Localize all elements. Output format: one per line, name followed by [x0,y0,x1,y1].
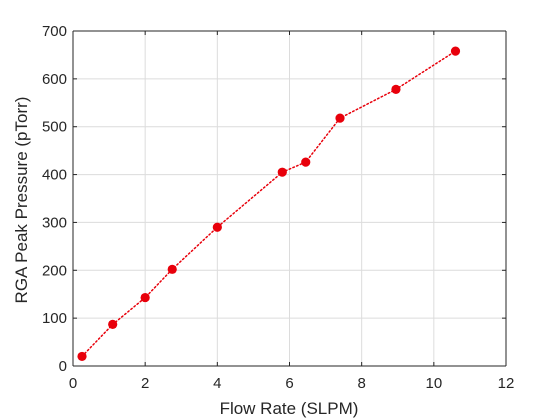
data-point [167,264,177,274]
data-point [301,157,311,167]
data-point [450,46,461,56]
y-tick-label: 300 [42,214,67,231]
data-point [140,292,150,303]
axes [72,30,507,367]
tick-labels: 0 2 4 6 8 10 12 0 100 200 300 400 500 600 700 [42,23,514,392]
x-tick-label: 0 [69,375,77,392]
y-tick-label: 100 [42,310,67,327]
y-tick-label: 500 [42,119,67,136]
x-tick-label: 10 [425,375,442,392]
y-tick-label: 0 [59,358,67,375]
data-point [335,113,345,123]
y-tick-label: 600 [42,71,67,88]
data-point [108,319,118,329]
y-tick-label: 400 [42,167,67,184]
data-point [77,351,87,362]
data-series [77,46,461,362]
y-axis-label: RGA Peak Pressure (pTorr) [12,97,31,304]
y-tick-label: 700 [42,23,67,40]
x-tick-label: 6 [285,375,293,392]
x-tick-label: 8 [357,375,365,392]
y-tick-label: 200 [42,262,67,279]
data-point [212,222,222,232]
x-axis-label: Flow Rate (SLPM) [220,399,359,418]
x-tick-label: 4 [213,375,221,392]
data-point [277,167,287,177]
data-point [391,84,401,94]
x-tick-label: 2 [141,375,149,392]
series-line [81,50,457,358]
grid [72,30,507,367]
x-tick-label: 12 [498,375,515,392]
